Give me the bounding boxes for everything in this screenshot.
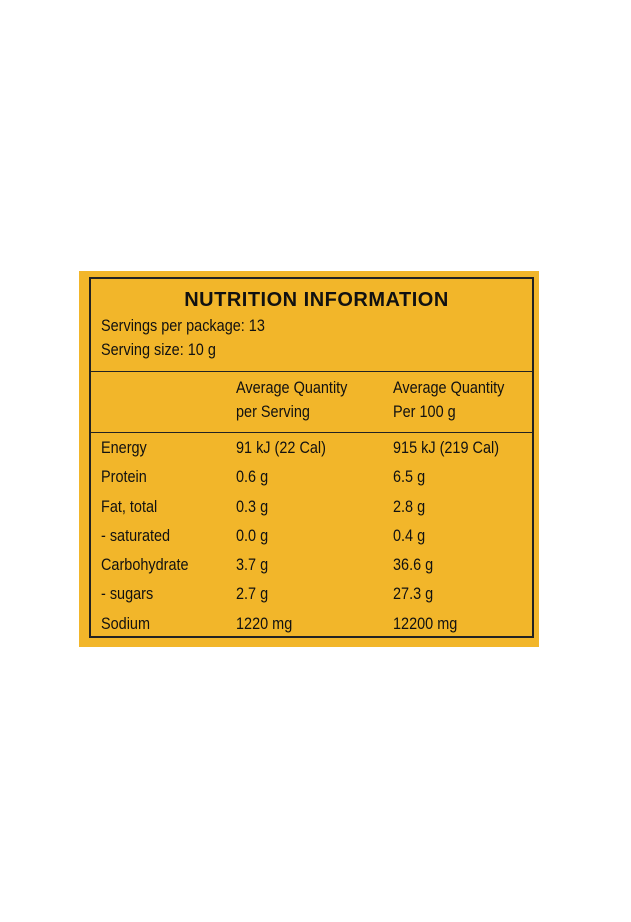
servings: Servings per package: 13 [101, 316, 265, 335]
column-header: Average Quantity per Serving [236, 378, 348, 421]
title: NUTRITION INFORMATION [184, 289, 449, 311]
cell: - sugars [101, 584, 154, 604]
cell: 0.3 g [236, 496, 269, 516]
cell: Protein [101, 467, 147, 487]
cell: Sodium [101, 613, 150, 633]
serving-size: Serving size: 10 g [101, 340, 216, 359]
cell: 2.8 g [393, 496, 426, 516]
cell: Fat, total [101, 496, 158, 516]
cell: 12200 mg [393, 613, 458, 633]
row: Energy 91 kJ (22 Cal) 915 kJ (219 Cal) [91, 435, 532, 464]
row: - sugars 2.7 g 27.3 g [91, 581, 532, 610]
cell: 1220 mg [236, 613, 293, 633]
column-headers: Average Quantity per Serving Average Qua… [91, 372, 532, 433]
cell: 915 kJ (219 Cal) [393, 438, 500, 457]
cell: - saturated [101, 525, 171, 545]
row: Carbohydrate 3.7 g 36.6 g [91, 552, 532, 581]
cell: 6.5 g [393, 467, 426, 487]
panel: NUTRITION INFORMATION Servings per packa… [79, 271, 539, 647]
cell: 27.3 g [393, 584, 434, 604]
rows: Energy 91 kJ (22 Cal) 915 kJ (219 Cal) Prot… [91, 433, 532, 640]
cell: 91 kJ (22 Cal) [236, 438, 326, 457]
cell: 3.7 g [236, 555, 269, 575]
cell: 2.7 g [236, 584, 269, 604]
row: - saturated 0.0 g 0.4 g [91, 523, 532, 552]
cell: 0.0 g [236, 525, 269, 545]
cell: Energy [101, 438, 147, 457]
cell: 36.6 g [393, 555, 434, 575]
nutrition-box: NUTRITION INFORMATION Servings per packa… [89, 277, 534, 638]
cell: 0.4 g [393, 525, 426, 545]
cell: 0.6 g [236, 467, 269, 487]
header: NUTRITION INFORMATION Servings per packa… [91, 289, 532, 372]
cell: Carbohydrate [101, 555, 189, 575]
column-header: Average Quantity Per 100 g [393, 378, 505, 421]
row: Sodium 1220 mg 12200 mg [91, 611, 532, 640]
row: Protein 0.6 g 6.5 g [91, 464, 532, 493]
row: Fat, total 0.3 g 2.8 g [91, 494, 532, 523]
